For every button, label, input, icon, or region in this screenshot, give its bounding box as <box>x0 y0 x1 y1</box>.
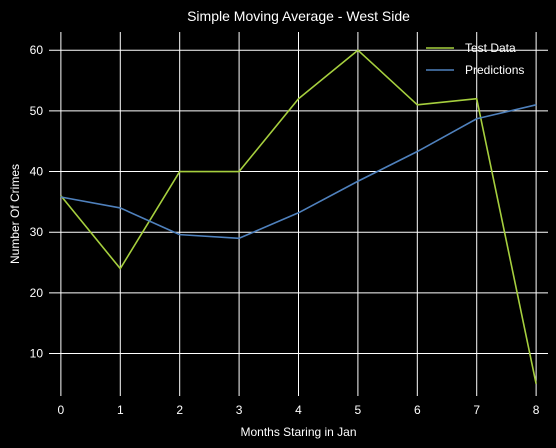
legend-entry: Predictions <box>465 63 524 77</box>
x-tick-label: 4 <box>295 403 302 417</box>
y-tick-label: 20 <box>30 286 44 300</box>
legend-entry: Test Data <box>465 41 516 55</box>
series-line-test-data <box>60 49 537 385</box>
x-tick-label: 6 <box>414 403 421 417</box>
chart-title: Simple Moving Average - West Side <box>187 8 410 24</box>
x-tick-label: 0 <box>58 403 65 417</box>
x-tick-label: 7 <box>473 403 480 417</box>
grid <box>49 32 548 396</box>
y-tick-label: 40 <box>30 165 44 179</box>
y-tick-label: 10 <box>30 347 44 361</box>
x-tick-label: 1 <box>117 403 124 417</box>
x-tick-label: 8 <box>533 403 540 417</box>
y-tick-label: 50 <box>30 104 44 118</box>
series-lines <box>60 49 537 385</box>
x-tick-label: 2 <box>176 403 183 417</box>
x-axis-label: Months Staring in Jan <box>240 425 356 439</box>
x-tick-label: 3 <box>236 403 243 417</box>
y-tick-label: 30 <box>30 225 44 239</box>
series-line-predictions <box>60 104 537 240</box>
y-tick-label: 60 <box>30 43 44 57</box>
x-tick-label: 5 <box>355 403 362 417</box>
x-axis-ticks: 0 1 2 3 4 5 6 7 8 <box>58 403 540 417</box>
y-axis-label: Number Of Crimes <box>8 164 22 264</box>
legend: Test Data Predictions <box>426 41 524 77</box>
y-axis-ticks: 10 20 30 40 50 60 <box>30 43 44 360</box>
